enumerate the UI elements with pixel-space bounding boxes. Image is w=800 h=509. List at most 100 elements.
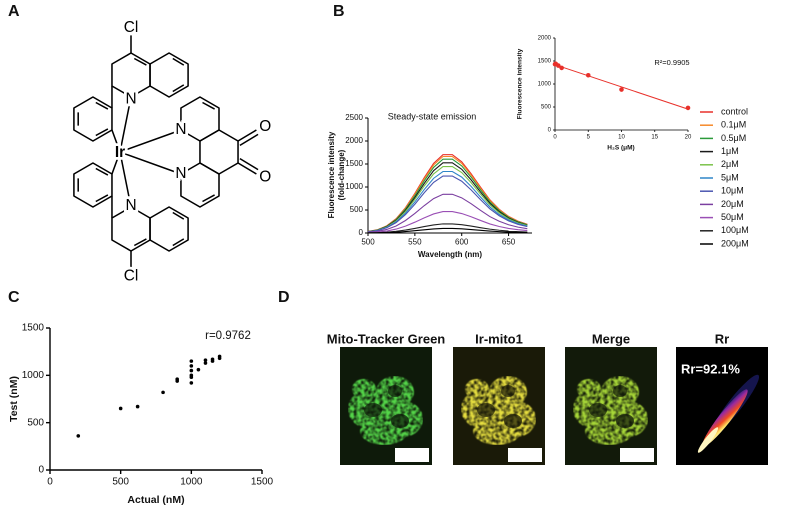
point <box>685 105 691 111</box>
point <box>559 65 564 71</box>
point <box>217 354 222 359</box>
y-tick-label: 0 <box>548 128 552 134</box>
legend-label: 20μM <box>721 199 744 209</box>
micrograph <box>565 347 657 465</box>
y-tick-label: 1500 <box>538 59 552 65</box>
image-title: Mito-Tracker Green <box>327 331 446 346</box>
panel-label: D <box>278 289 290 306</box>
legend-label: 10μM <box>721 186 744 196</box>
trendline <box>554 64 689 110</box>
atom-label: Ir <box>115 144 125 161</box>
ring <box>73 162 113 208</box>
y-tick-label: 2000 <box>538 36 552 42</box>
image-title: Rr <box>715 331 729 346</box>
x-axis-label: Wavelength (nm) <box>418 250 482 259</box>
atom-label: N <box>175 165 186 182</box>
x-tick-label: 5 <box>587 134 591 140</box>
point <box>203 361 208 365</box>
y-tick-label: 2000 <box>345 136 363 145</box>
legend-label: 5μM <box>721 172 739 182</box>
point <box>189 359 194 363</box>
panel-label: B <box>333 3 345 20</box>
atom-label: O <box>259 168 271 185</box>
x-axis-label: Actual (nM) <box>127 494 184 506</box>
x-tick-label: 15 <box>651 134 658 140</box>
x-tick-label: 10 <box>618 134 625 140</box>
x-tick-label: 600 <box>455 238 469 247</box>
ring <box>199 129 239 175</box>
annotation: Rr=92.1% <box>681 361 740 376</box>
atom-label: N <box>125 90 136 107</box>
x-axis-label: H₂S (μM) <box>607 145 634 152</box>
legend-label: 0.1μM <box>721 120 746 130</box>
y-tick-label: 1500 <box>22 323 45 334</box>
x-tick-label: 550 <box>408 238 422 247</box>
image-title: Ir-mito1 <box>475 331 523 346</box>
point <box>189 368 194 373</box>
x-tick-label: 0 <box>553 134 557 140</box>
x-tick-label: 500 <box>112 477 129 488</box>
y-tick-label: 500 <box>350 205 364 214</box>
y-tick-label: 1000 <box>22 370 45 381</box>
atom-label: Cl <box>124 19 139 36</box>
series-line <box>367 175 528 233</box>
series-line <box>367 158 528 233</box>
series-line <box>367 193 528 233</box>
y-axis-label: Fluorescence intensity <box>517 48 524 119</box>
atom-label: N <box>175 121 186 138</box>
legend-label: 200μM <box>721 238 749 248</box>
ring <box>73 96 113 142</box>
annotation: r=0.9762 <box>205 330 251 342</box>
point <box>189 364 194 368</box>
point <box>619 87 624 92</box>
annotation: R²=0.9905 <box>654 58 689 67</box>
y-tick-label: 500 <box>27 417 44 428</box>
point <box>210 357 215 362</box>
y-axis-label: Fluorescence intensity <box>327 131 336 218</box>
structure: Cl N Ir N N N O O Cl <box>73 16 274 287</box>
y-tick-label: 1000 <box>345 182 363 191</box>
ring <box>149 206 189 252</box>
y-tick-label: 1500 <box>345 159 363 168</box>
x-tick-label: 650 <box>502 238 516 247</box>
ring <box>180 162 220 208</box>
double-bond <box>77 57 215 247</box>
x-tick-label: 1000 <box>180 477 203 488</box>
y-tick-label: 500 <box>541 105 552 111</box>
point <box>118 406 123 411</box>
x-tick-label: 0 <box>47 477 53 488</box>
point <box>135 404 140 409</box>
scale-bar <box>508 448 542 462</box>
micrograph <box>340 347 432 465</box>
series-line <box>367 223 528 234</box>
panel-label: C <box>8 289 20 306</box>
atom-label: O <box>259 118 271 135</box>
colocalization-plot <box>676 347 768 465</box>
point <box>161 390 165 395</box>
ring <box>149 52 189 98</box>
y-tick-label: 2500 <box>345 113 363 122</box>
y-tick-label: 1000 <box>538 82 552 88</box>
point <box>585 72 591 78</box>
y-tick-label: 0 <box>38 465 44 476</box>
series-line <box>367 211 528 234</box>
point <box>76 434 81 438</box>
chart-title: Steady-state emission <box>388 111 477 121</box>
series-line <box>367 165 528 233</box>
ring <box>180 96 220 142</box>
legend-label: 100μM <box>721 225 749 235</box>
scale-bar <box>620 448 654 462</box>
panel-label: A <box>8 3 20 20</box>
legend-label: 2μM <box>721 159 739 169</box>
legend-label: 0.5μM <box>721 133 746 143</box>
point <box>189 381 194 385</box>
series-line <box>367 170 528 233</box>
micrograph <box>453 347 545 465</box>
legend-label: control <box>721 106 748 116</box>
legend-label: 1μM <box>721 146 739 156</box>
image-title: Merge <box>592 331 630 346</box>
point <box>196 367 201 372</box>
x-tick-label: 20 <box>685 134 692 140</box>
series-line <box>367 227 528 234</box>
